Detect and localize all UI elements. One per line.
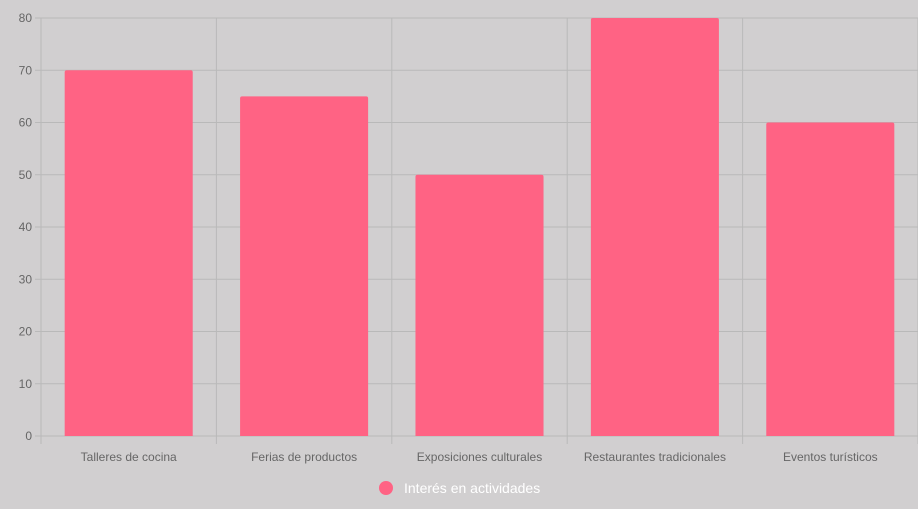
legend[interactable]: Interés en actividades <box>379 480 540 496</box>
bars <box>64 18 895 437</box>
bar[interactable] <box>415 174 544 436</box>
x-tick-label: Exposiciones culturales <box>417 450 542 464</box>
y-tick-label: 70 <box>19 63 33 77</box>
y-tick-label: 80 <box>19 11 33 25</box>
y-tick-label: 40 <box>19 220 33 234</box>
x-tick-label: Ferias de productos <box>251 450 357 464</box>
legend-swatch-icon <box>379 481 393 495</box>
legend-label: Interés en actividades <box>404 480 540 496</box>
y-tick-label: 10 <box>19 377 33 391</box>
bar[interactable] <box>590 18 719 436</box>
y-tick-label: 50 <box>19 168 33 182</box>
x-tick-label: Restaurantes tradicionales <box>584 450 726 464</box>
y-tick-label: 60 <box>19 116 33 130</box>
bar[interactable] <box>64 70 193 436</box>
y-tick-label: 0 <box>25 429 32 443</box>
y-tick-label: 20 <box>19 325 33 339</box>
axes: 0 10 20 30 40 50 60 70 80 Talleres de cocina Feria… <box>19 11 878 464</box>
y-tick-label: 30 <box>19 272 33 286</box>
bar[interactable] <box>240 96 369 436</box>
bar[interactable] <box>766 122 895 437</box>
x-tick-label: Eventos turísticos <box>783 450 878 464</box>
x-tick-label: Talleres de cocina <box>81 450 177 464</box>
